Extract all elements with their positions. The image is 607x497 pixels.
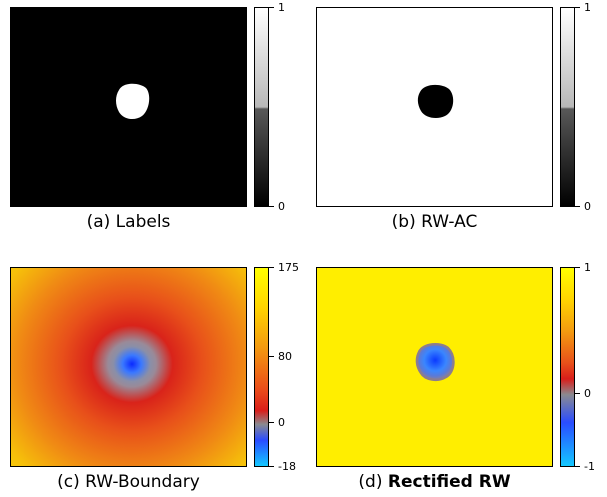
caption-b: (b) RW-AC bbox=[391, 212, 478, 232]
panel-b-rw-ac-image bbox=[316, 7, 553, 207]
caption-d: (d) Rectified RW bbox=[316, 472, 553, 492]
colorbar-c bbox=[254, 267, 269, 467]
colorbar-d-tick-1: 1 bbox=[584, 261, 591, 274]
caption-c: (c) RW-Boundary bbox=[57, 472, 200, 492]
panel-d-rectified-rw-image bbox=[316, 267, 553, 467]
colorbar-b bbox=[560, 7, 575, 207]
rectified-rw-blob bbox=[415, 343, 455, 382]
caption-d-bold: Rectified RW bbox=[387, 472, 511, 492]
caption-a: (a) Labels bbox=[86, 212, 171, 232]
panel-a-labels-image bbox=[10, 7, 247, 207]
colorbar-c-tick-80: 80 bbox=[278, 350, 292, 363]
colorbar-d-tick-neg1: -1 bbox=[584, 460, 595, 473]
colorbar-c-tick-neg18: -18 bbox=[278, 460, 296, 473]
colorbar-a bbox=[254, 7, 269, 207]
colorbar-c-tick-175: 175 bbox=[278, 261, 299, 274]
colorbar-d-tick-0: 0 bbox=[584, 387, 591, 400]
panel-c-rw-boundary-image bbox=[10, 267, 247, 467]
colorbar-b-tick-max: 1 bbox=[584, 1, 591, 14]
colorbar-a-tick-min: 0 bbox=[278, 200, 285, 213]
colorbar-d bbox=[560, 267, 575, 467]
colorbar-b-tick-min: 0 bbox=[584, 200, 591, 213]
colorbar-c-tick-0: 0 bbox=[278, 416, 285, 429]
rw-ac-blob bbox=[417, 84, 454, 119]
labels-blob bbox=[116, 83, 150, 120]
colorbar-a-tick-max: 1 bbox=[278, 1, 285, 14]
caption-d-prefix: (d) bbox=[358, 472, 388, 492]
